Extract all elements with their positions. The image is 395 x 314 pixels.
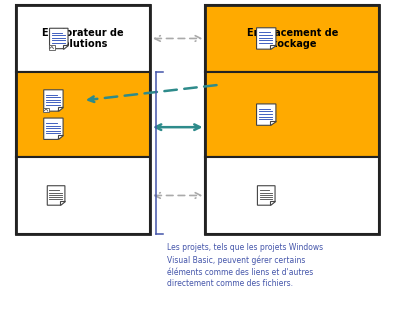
Polygon shape	[60, 201, 65, 205]
Polygon shape	[270, 201, 275, 205]
Bar	[205, 72, 379, 157]
Polygon shape	[257, 104, 276, 125]
Bar	[16, 5, 150, 234]
Bar	[16, 72, 150, 157]
Polygon shape	[271, 45, 276, 49]
Text: Les projets, tels que les projets Windows
Visual Basic, peuvent gérer certains
é: Les projets, tels que les projets Window…	[167, 243, 323, 289]
Polygon shape	[258, 186, 275, 205]
Bar	[16, 5, 150, 72]
Polygon shape	[49, 28, 68, 49]
Bar	[49, 45, 55, 50]
Bar	[205, 5, 379, 72]
Polygon shape	[58, 107, 63, 111]
Polygon shape	[47, 186, 65, 205]
Bar	[16, 157, 150, 234]
Text: Emplacement de
stockage: Emplacement de stockage	[246, 28, 338, 49]
Polygon shape	[58, 135, 63, 139]
Text: Explorateur de
solutions: Explorateur de solutions	[42, 28, 124, 49]
Polygon shape	[271, 121, 276, 125]
Polygon shape	[63, 45, 68, 49]
Bar	[43, 107, 49, 112]
Polygon shape	[44, 90, 63, 111]
Bar	[205, 157, 379, 234]
Polygon shape	[257, 28, 276, 49]
Bar	[205, 5, 379, 234]
Polygon shape	[44, 118, 63, 139]
